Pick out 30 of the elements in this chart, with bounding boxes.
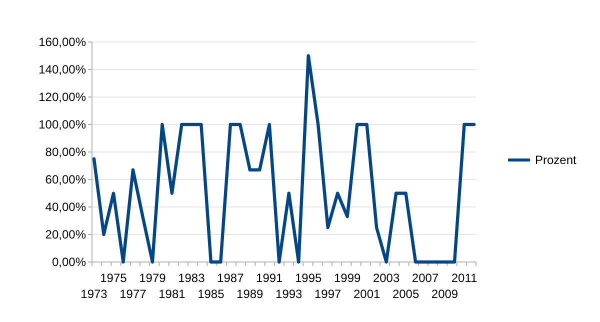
- x-tick-label: 1975: [100, 271, 128, 285]
- x-tick-label: 1981: [158, 287, 186, 301]
- x-tick-label: 1989: [236, 287, 264, 301]
- x-tick-label: 2003: [372, 271, 400, 285]
- y-tick-label: 120,00%: [38, 90, 86, 104]
- x-tick-label: 2007: [412, 271, 439, 285]
- x-tick-label: 1987: [217, 271, 244, 285]
- x-tick-label: 1973: [80, 287, 108, 301]
- x-tick-label: 1999: [334, 271, 362, 285]
- x-tick-label: 1985: [198, 287, 225, 301]
- y-tick-label: 40,00%: [45, 200, 86, 214]
- x-tick-label: 1983: [178, 271, 206, 285]
- y-tick-label: 20,00%: [45, 228, 86, 242]
- y-tick-label: 100,00%: [38, 118, 86, 132]
- x-tick-label: 2009: [431, 287, 458, 301]
- x-tick-label: 1995: [295, 271, 322, 285]
- y-tick-label: 80,00%: [45, 145, 86, 160]
- x-tick-label: 2005: [392, 287, 420, 301]
- y-tick-label: 140,00%: [38, 62, 86, 77]
- x-tick-label: 1977: [120, 287, 147, 301]
- legend-label: Prozent: [535, 153, 578, 168]
- x-tick-label: 2001: [353, 287, 380, 301]
- x-tick-label: 1993: [276, 287, 303, 301]
- x-tick-label: 1997: [314, 287, 342, 301]
- x-tick-label: 2011: [451, 271, 478, 285]
- x-tick-label: 1991: [256, 271, 284, 285]
- x-tick-label: 1979: [139, 271, 166, 285]
- y-tick-label: 0,00%: [52, 255, 86, 270]
- y-tick-label: 160,00%: [38, 35, 86, 50]
- y-tick-label: 60,00%: [45, 172, 86, 187]
